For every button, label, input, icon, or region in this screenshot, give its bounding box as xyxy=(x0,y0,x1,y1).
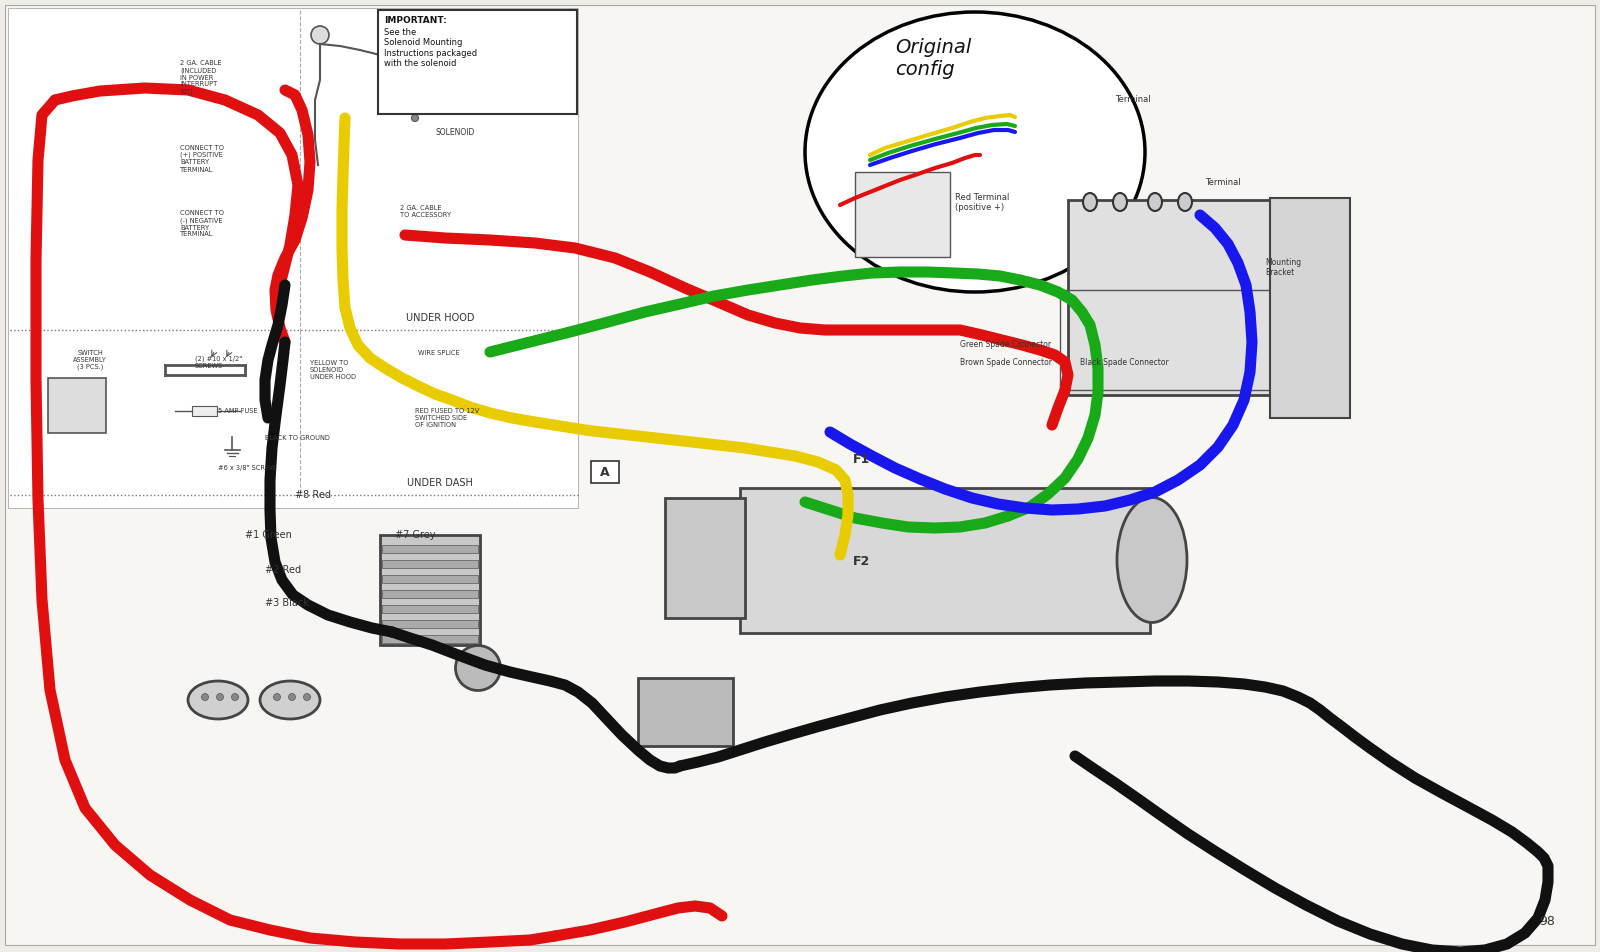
Ellipse shape xyxy=(456,645,501,690)
Text: #1 Green: #1 Green xyxy=(245,530,291,540)
Ellipse shape xyxy=(1083,193,1098,211)
Text: Black Spade Connector: Black Spade Connector xyxy=(1080,358,1168,367)
Ellipse shape xyxy=(432,78,438,86)
FancyBboxPatch shape xyxy=(590,461,619,483)
Text: IMPORTANT:: IMPORTANT: xyxy=(384,16,446,25)
Bar xyxy=(48,378,106,433)
Bar xyxy=(854,172,950,257)
Bar xyxy=(382,575,478,583)
Text: See the
Solenoid Mounting
Instructions packaged
with the solenoid: See the Solenoid Mounting Instructions p… xyxy=(384,28,477,69)
Ellipse shape xyxy=(1117,498,1187,623)
Ellipse shape xyxy=(216,693,224,701)
Text: CONNECT TO
(-) NEGATIVE
BATTERY
TERMINAL: CONNECT TO (-) NEGATIVE BATTERY TERMINAL xyxy=(179,210,224,237)
Text: 5 AMP FUSE: 5 AMP FUSE xyxy=(218,408,258,414)
Text: RED FUSED TO 12V
SWITCHED SIDE
OF IGNITION: RED FUSED TO 12V SWITCHED SIDE OF IGNITI… xyxy=(414,408,480,428)
Text: (2) #10 x 1/2"
SCREWS: (2) #10 x 1/2" SCREWS xyxy=(195,355,242,368)
Bar xyxy=(382,545,478,553)
Ellipse shape xyxy=(232,693,238,701)
Bar xyxy=(638,678,733,746)
Bar xyxy=(739,488,1150,633)
Bar xyxy=(381,535,480,645)
Text: Original
config: Original config xyxy=(894,38,971,79)
Ellipse shape xyxy=(202,693,208,701)
Text: UNDER HOOD: UNDER HOOD xyxy=(406,313,474,323)
Text: Red Terminal
(positive +): Red Terminal (positive +) xyxy=(955,193,1010,212)
Ellipse shape xyxy=(432,96,438,104)
Text: UNDER DASH: UNDER DASH xyxy=(406,478,474,488)
Ellipse shape xyxy=(1178,193,1192,211)
Text: F2: F2 xyxy=(853,555,870,568)
Bar xyxy=(382,635,478,643)
Text: Brown Spade Connector: Brown Spade Connector xyxy=(960,358,1053,367)
Text: 2 GA. CABLE
(INCLUDED
IN POWER
INTERRUPT
KIT): 2 GA. CABLE (INCLUDED IN POWER INTERRUPT… xyxy=(179,60,221,95)
Ellipse shape xyxy=(288,693,296,701)
Ellipse shape xyxy=(310,26,330,44)
Text: #2 Red: #2 Red xyxy=(266,565,301,575)
Ellipse shape xyxy=(259,681,320,719)
Ellipse shape xyxy=(805,12,1146,292)
Ellipse shape xyxy=(411,96,419,104)
Ellipse shape xyxy=(1114,193,1126,211)
Text: YELLOW TO
SOLENOID
UNDER HOOD: YELLOW TO SOLENOID UNDER HOOD xyxy=(310,360,355,380)
Text: CONNECT TO
(+) POSITIVE
BATTERY
TERMINAL: CONNECT TO (+) POSITIVE BATTERY TERMINAL xyxy=(179,145,224,172)
FancyBboxPatch shape xyxy=(378,10,578,114)
Ellipse shape xyxy=(304,693,310,701)
Ellipse shape xyxy=(189,681,248,719)
Bar xyxy=(382,590,478,598)
Bar xyxy=(1270,198,1350,418)
Text: 2 GA. CABLE
TO ACCESSORY: 2 GA. CABLE TO ACCESSORY xyxy=(400,205,451,218)
Text: #8 Red: #8 Red xyxy=(294,490,331,500)
Text: #7 Grey: #7 Grey xyxy=(395,530,435,540)
Text: #3 Black: #3 Black xyxy=(266,598,309,608)
Text: WIRE SPLICE: WIRE SPLICE xyxy=(418,350,459,356)
Ellipse shape xyxy=(411,78,419,86)
Ellipse shape xyxy=(1149,193,1162,211)
Text: Mounting
Bracket: Mounting Bracket xyxy=(1266,258,1301,277)
Bar xyxy=(382,620,478,628)
Bar xyxy=(382,560,478,568)
Ellipse shape xyxy=(411,114,419,122)
Text: BLACK TO GROUND: BLACK TO GROUND xyxy=(266,435,330,441)
Bar xyxy=(8,8,578,508)
Text: Terminal: Terminal xyxy=(1115,95,1150,104)
Bar xyxy=(382,605,478,613)
Bar xyxy=(192,406,218,416)
Text: Terminal: Terminal xyxy=(1205,178,1240,187)
Ellipse shape xyxy=(274,693,280,701)
Text: #6 x 3/8" SCREW: #6 x 3/8" SCREW xyxy=(218,465,275,471)
Text: SWITCH
ASSEMBLY
(3 PCS.): SWITCH ASSEMBLY (3 PCS.) xyxy=(74,350,107,370)
Text: SOLENOID: SOLENOID xyxy=(435,128,474,137)
Text: Green Spade Connector: Green Spade Connector xyxy=(960,340,1051,349)
Text: A: A xyxy=(600,466,610,479)
Text: F1: F1 xyxy=(853,453,870,466)
Bar xyxy=(666,498,746,618)
Text: 98: 98 xyxy=(1539,915,1555,928)
Bar xyxy=(1069,200,1288,395)
